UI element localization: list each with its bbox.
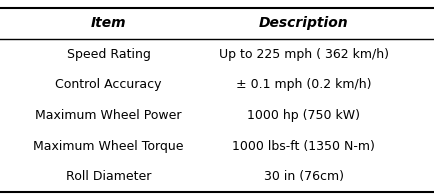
Text: 1000 lbs-ft (1350 N-m): 1000 lbs-ft (1350 N-m) xyxy=(232,139,375,153)
Text: Maximum Wheel Power: Maximum Wheel Power xyxy=(35,109,182,122)
Text: Speed Rating: Speed Rating xyxy=(66,48,151,61)
Text: Roll Diameter: Roll Diameter xyxy=(66,170,151,183)
Text: Item: Item xyxy=(91,16,126,30)
Text: Control Accuracy: Control Accuracy xyxy=(55,78,162,91)
Text: 30 in (76cm): 30 in (76cm) xyxy=(264,170,344,183)
Text: Up to 225 mph ( 362 km/h): Up to 225 mph ( 362 km/h) xyxy=(219,48,389,61)
Text: Description: Description xyxy=(259,16,349,30)
Text: ± 0.1 mph (0.2 km/h): ± 0.1 mph (0.2 km/h) xyxy=(236,78,372,91)
Text: 1000 hp (750 kW): 1000 hp (750 kW) xyxy=(247,109,360,122)
Text: Maximum Wheel Torque: Maximum Wheel Torque xyxy=(33,139,184,153)
